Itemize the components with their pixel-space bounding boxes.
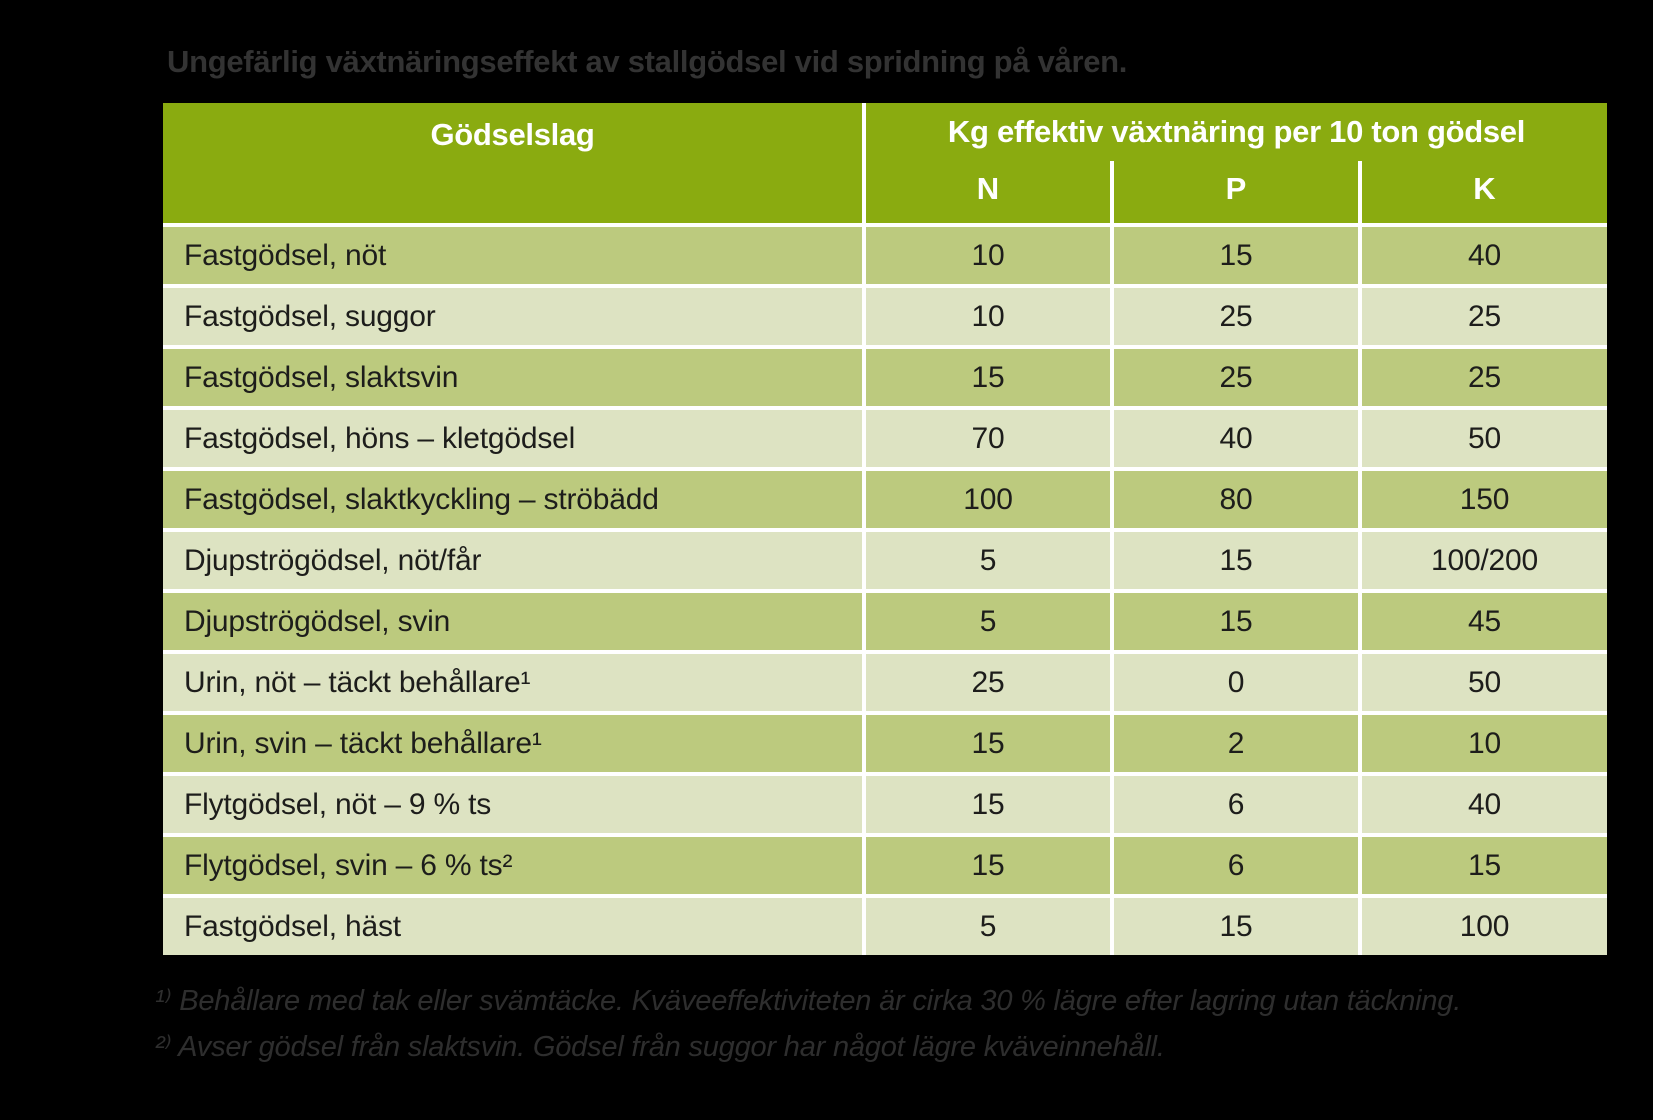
table-row: Fastgödsel, slaktsvin 15 25 25	[163, 349, 1607, 406]
row-label: Fastgödsel, slaktkyckling – ströbädd	[163, 471, 862, 528]
table-row: Fastgödsel, häst 5 15 100	[163, 898, 1607, 955]
value-n: 5	[866, 898, 1110, 955]
row-label: Djupströgödsel, nöt/får	[163, 532, 862, 589]
row-label: Fastgödsel, nöt	[163, 227, 862, 284]
column-header-n: N	[866, 161, 1110, 223]
table-row: Urin, svin – täckt behållare¹ 15 2 10	[163, 715, 1607, 772]
value-k: 40	[1362, 227, 1607, 284]
footnote-2: ²⁾ Avser gödsel från slaktsvin. Gödsel f…	[155, 1031, 1165, 1063]
table-row: Flytgödsel, nöt – 9 % ts 15 6 40	[163, 776, 1607, 833]
value-k: 150	[1362, 471, 1607, 528]
value-n: 25	[866, 654, 1110, 711]
value-n: 10	[866, 227, 1110, 284]
value-k: 15	[1362, 837, 1607, 894]
column-group-header: Kg effektiv växtnäring per 10 ton gödsel	[866, 103, 1607, 161]
value-p: 15	[1114, 898, 1358, 955]
footnote-1: ¹⁾ Behållare med tak eller svämtäcke. Kv…	[155, 985, 1462, 1017]
value-n: 15	[866, 776, 1110, 833]
page-title: Ungefärlig växtnäringseffekt av stallgöd…	[167, 44, 1128, 79]
table-header: Gödselslag Kg effektiv växtnäring per 10…	[163, 103, 1607, 223]
value-k: 40	[1362, 776, 1607, 833]
value-p: 2	[1114, 715, 1358, 772]
row-label: Djupströgödsel, svin	[163, 593, 862, 650]
value-p: 25	[1114, 288, 1358, 345]
value-n: 70	[866, 410, 1110, 467]
value-n: 15	[866, 715, 1110, 772]
value-p: 15	[1114, 227, 1358, 284]
column-group: Kg effektiv växtnäring per 10 ton gödsel…	[866, 103, 1607, 223]
value-p: 6	[1114, 776, 1358, 833]
row-label: Flytgödsel, svin – 6 % ts²	[163, 837, 862, 894]
value-k: 100/200	[1362, 532, 1607, 589]
row-label: Fastgödsel, slaktsvin	[163, 349, 862, 406]
manure-nutrient-table: Gödselslag Kg effektiv växtnäring per 10…	[163, 103, 1607, 955]
value-p: 15	[1114, 532, 1358, 589]
value-n: 15	[866, 349, 1110, 406]
value-k: 25	[1362, 288, 1607, 345]
row-label: Fastgödsel, höns – kletgödsel	[163, 410, 862, 467]
table-row: Fastgödsel, slaktkyckling – ströbädd 100…	[163, 471, 1607, 528]
value-n: 15	[866, 837, 1110, 894]
table-row: Fastgödsel, höns – kletgödsel 70 40 50	[163, 410, 1607, 467]
column-header-k: K	[1362, 161, 1607, 223]
table-row: Djupströgödsel, svin 5 15 45	[163, 593, 1607, 650]
table-row: Fastgödsel, suggor 10 25 25	[163, 288, 1607, 345]
value-k: 100	[1362, 898, 1607, 955]
row-label: Fastgödsel, häst	[163, 898, 862, 955]
sub-header-row: N P K	[866, 161, 1607, 223]
row-label: Urin, svin – täckt behållare¹	[163, 715, 862, 772]
column-header-godselslag: Gödselslag	[163, 103, 862, 223]
footnotes: ¹⁾ Behållare med tak eller svämtäcke. Kv…	[155, 978, 1635, 1070]
value-k: 50	[1362, 410, 1607, 467]
column-header-p: P	[1114, 161, 1358, 223]
value-k: 10	[1362, 715, 1607, 772]
value-p: 0	[1114, 654, 1358, 711]
value-p: 15	[1114, 593, 1358, 650]
table-row: Flytgödsel, svin – 6 % ts² 15 6 15	[163, 837, 1607, 894]
row-label: Fastgödsel, suggor	[163, 288, 862, 345]
value-n: 5	[866, 593, 1110, 650]
table-row: Fastgödsel, nöt 10 15 40	[163, 227, 1607, 284]
value-k: 45	[1362, 593, 1607, 650]
value-n: 100	[866, 471, 1110, 528]
table-row: Djupströgödsel, nöt/får 5 15 100/200	[163, 532, 1607, 589]
value-p: 80	[1114, 471, 1358, 528]
value-k: 50	[1362, 654, 1607, 711]
value-k: 25	[1362, 349, 1607, 406]
table-row: Urin, nöt – täckt behållare¹ 25 0 50	[163, 654, 1607, 711]
value-n: 10	[866, 288, 1110, 345]
row-label: Urin, nöt – täckt behållare¹	[163, 654, 862, 711]
value-p: 40	[1114, 410, 1358, 467]
row-label: Flytgödsel, nöt – 9 % ts	[163, 776, 862, 833]
value-p: 6	[1114, 837, 1358, 894]
value-p: 25	[1114, 349, 1358, 406]
value-n: 5	[866, 532, 1110, 589]
